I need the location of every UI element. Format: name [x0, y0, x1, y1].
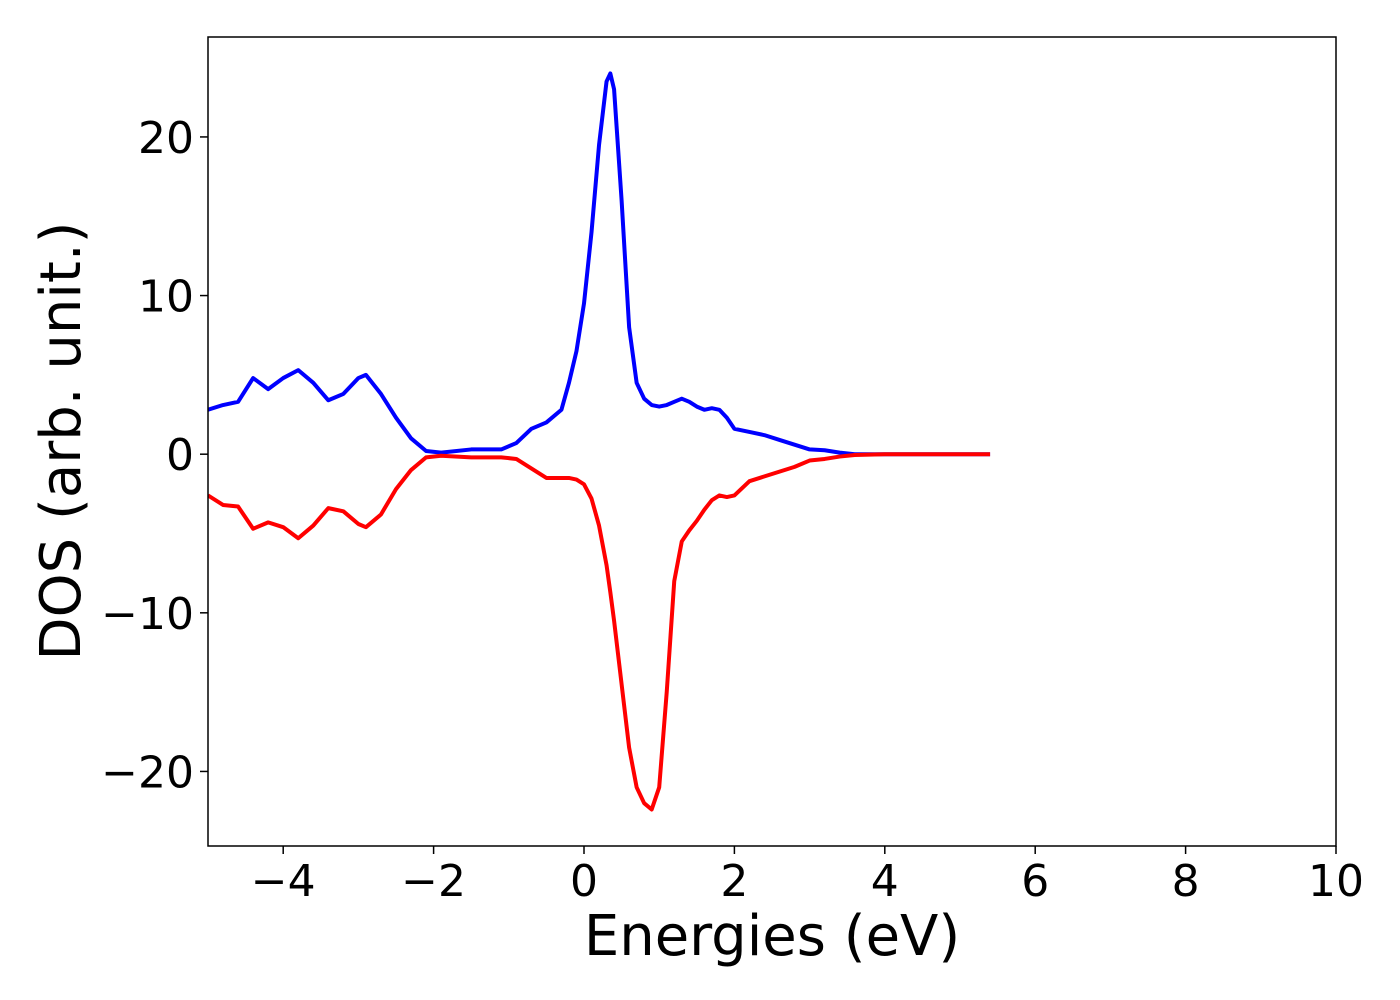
- line: [208, 71, 991, 457]
- x-tick-label: −2: [401, 856, 466, 907]
- x-tick-label: 4: [871, 856, 899, 907]
- x-tick-label: 0: [570, 856, 598, 907]
- plot-frame: [207, 36, 1337, 847]
- x-tick-label: 10: [1308, 856, 1364, 907]
- y-tick-label: −20: [101, 747, 194, 798]
- y-tick-label: −10: [101, 589, 194, 640]
- x-tick-label: 2: [720, 856, 748, 907]
- y-axis-label: DOS (arb. unit.): [29, 221, 94, 660]
- y-tick-label: 20: [138, 113, 194, 164]
- x-tick-label: 8: [1172, 856, 1200, 907]
- y-tick-label: 10: [138, 272, 194, 323]
- line: [208, 452, 991, 812]
- y-tick-label: 0: [166, 430, 194, 481]
- x-tick-label: −4: [251, 856, 316, 907]
- x-tick-label: 6: [1021, 856, 1049, 907]
- x-axis-label: Energies (eV): [584, 904, 960, 969]
